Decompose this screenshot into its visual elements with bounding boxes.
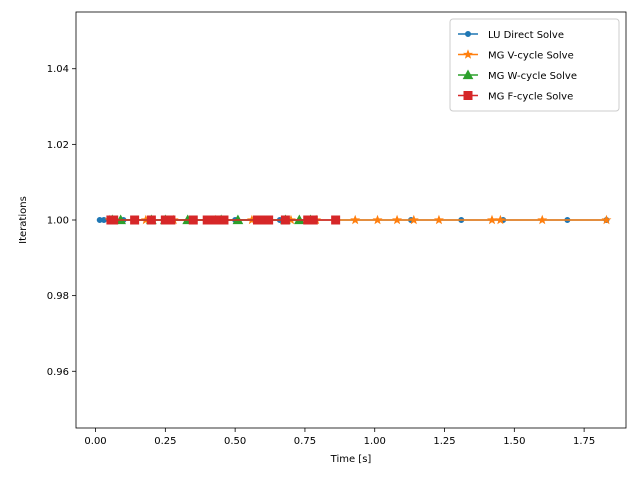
data-point xyxy=(433,214,444,225)
data-point xyxy=(408,214,419,225)
data-point xyxy=(166,215,176,225)
plot-area xyxy=(96,214,612,225)
legend-label: LU Direct Solve xyxy=(488,30,564,41)
axes: 0.00 0.25 0.50 0.75 1.00 1.25 1.50 1.75 0.96 0.98… xyxy=(18,11,627,465)
data-point xyxy=(372,214,383,225)
legend-entry-0: LU Direct Solve xyxy=(458,30,564,41)
data-point xyxy=(280,215,290,225)
data-point xyxy=(188,215,198,225)
data-point xyxy=(465,31,471,37)
x-tick-label: 1.50 xyxy=(503,436,525,447)
data-point xyxy=(308,215,318,225)
legend-entry-3: MG F-cycle Solve xyxy=(458,91,573,103)
legend-box xyxy=(449,18,620,112)
x-axis-label: Time [s] xyxy=(330,454,372,465)
x-tick-label: 1.25 xyxy=(433,436,455,447)
data-point xyxy=(202,215,212,225)
y-tick-label: 0.98 xyxy=(47,291,69,302)
y-tick-label: 0.96 xyxy=(47,367,69,378)
legend-entry-2: MG W-cycle Solve xyxy=(458,69,577,82)
data-point xyxy=(211,215,221,225)
x-tick-label: 0.75 xyxy=(294,436,316,447)
series-3 xyxy=(106,215,341,225)
data-point xyxy=(537,214,548,225)
data-point xyxy=(462,69,474,80)
data-point xyxy=(601,214,612,225)
data-point xyxy=(130,215,140,225)
x-tick-label: 1.75 xyxy=(573,436,595,447)
x-tick-label: 0.25 xyxy=(154,436,176,447)
y-tick-label: 1.02 xyxy=(47,140,69,151)
y-tick-label: 1.04 xyxy=(47,64,69,75)
x-tick-label: 1.00 xyxy=(364,436,386,447)
data-point xyxy=(331,215,341,225)
y-axis-label: Iterations xyxy=(18,196,29,244)
data-point xyxy=(146,215,156,225)
data-point xyxy=(463,91,473,100)
y-tick-label: 1.00 xyxy=(47,216,69,227)
legend-label: MG V-cycle Solve xyxy=(488,51,574,62)
x-tick-label: 0.00 xyxy=(84,436,106,447)
data-point xyxy=(264,215,274,225)
legend-label: MG F-cycle Solve xyxy=(488,92,573,103)
data-point xyxy=(109,215,119,225)
legend-entry-1: MG V-cycle Solve xyxy=(458,49,574,62)
data-point xyxy=(495,214,506,225)
legend: LU Direct Solve MG V-cycle Solve MG W-cycl… xyxy=(449,18,620,112)
x-tick-label: 0.50 xyxy=(224,436,246,447)
data-point xyxy=(219,215,229,225)
data-point xyxy=(392,214,403,225)
data-point xyxy=(463,49,473,59)
legend-label: MG W-cycle Solve xyxy=(488,71,577,82)
data-point xyxy=(100,217,107,223)
data-point xyxy=(350,214,361,225)
data-point xyxy=(487,214,497,225)
